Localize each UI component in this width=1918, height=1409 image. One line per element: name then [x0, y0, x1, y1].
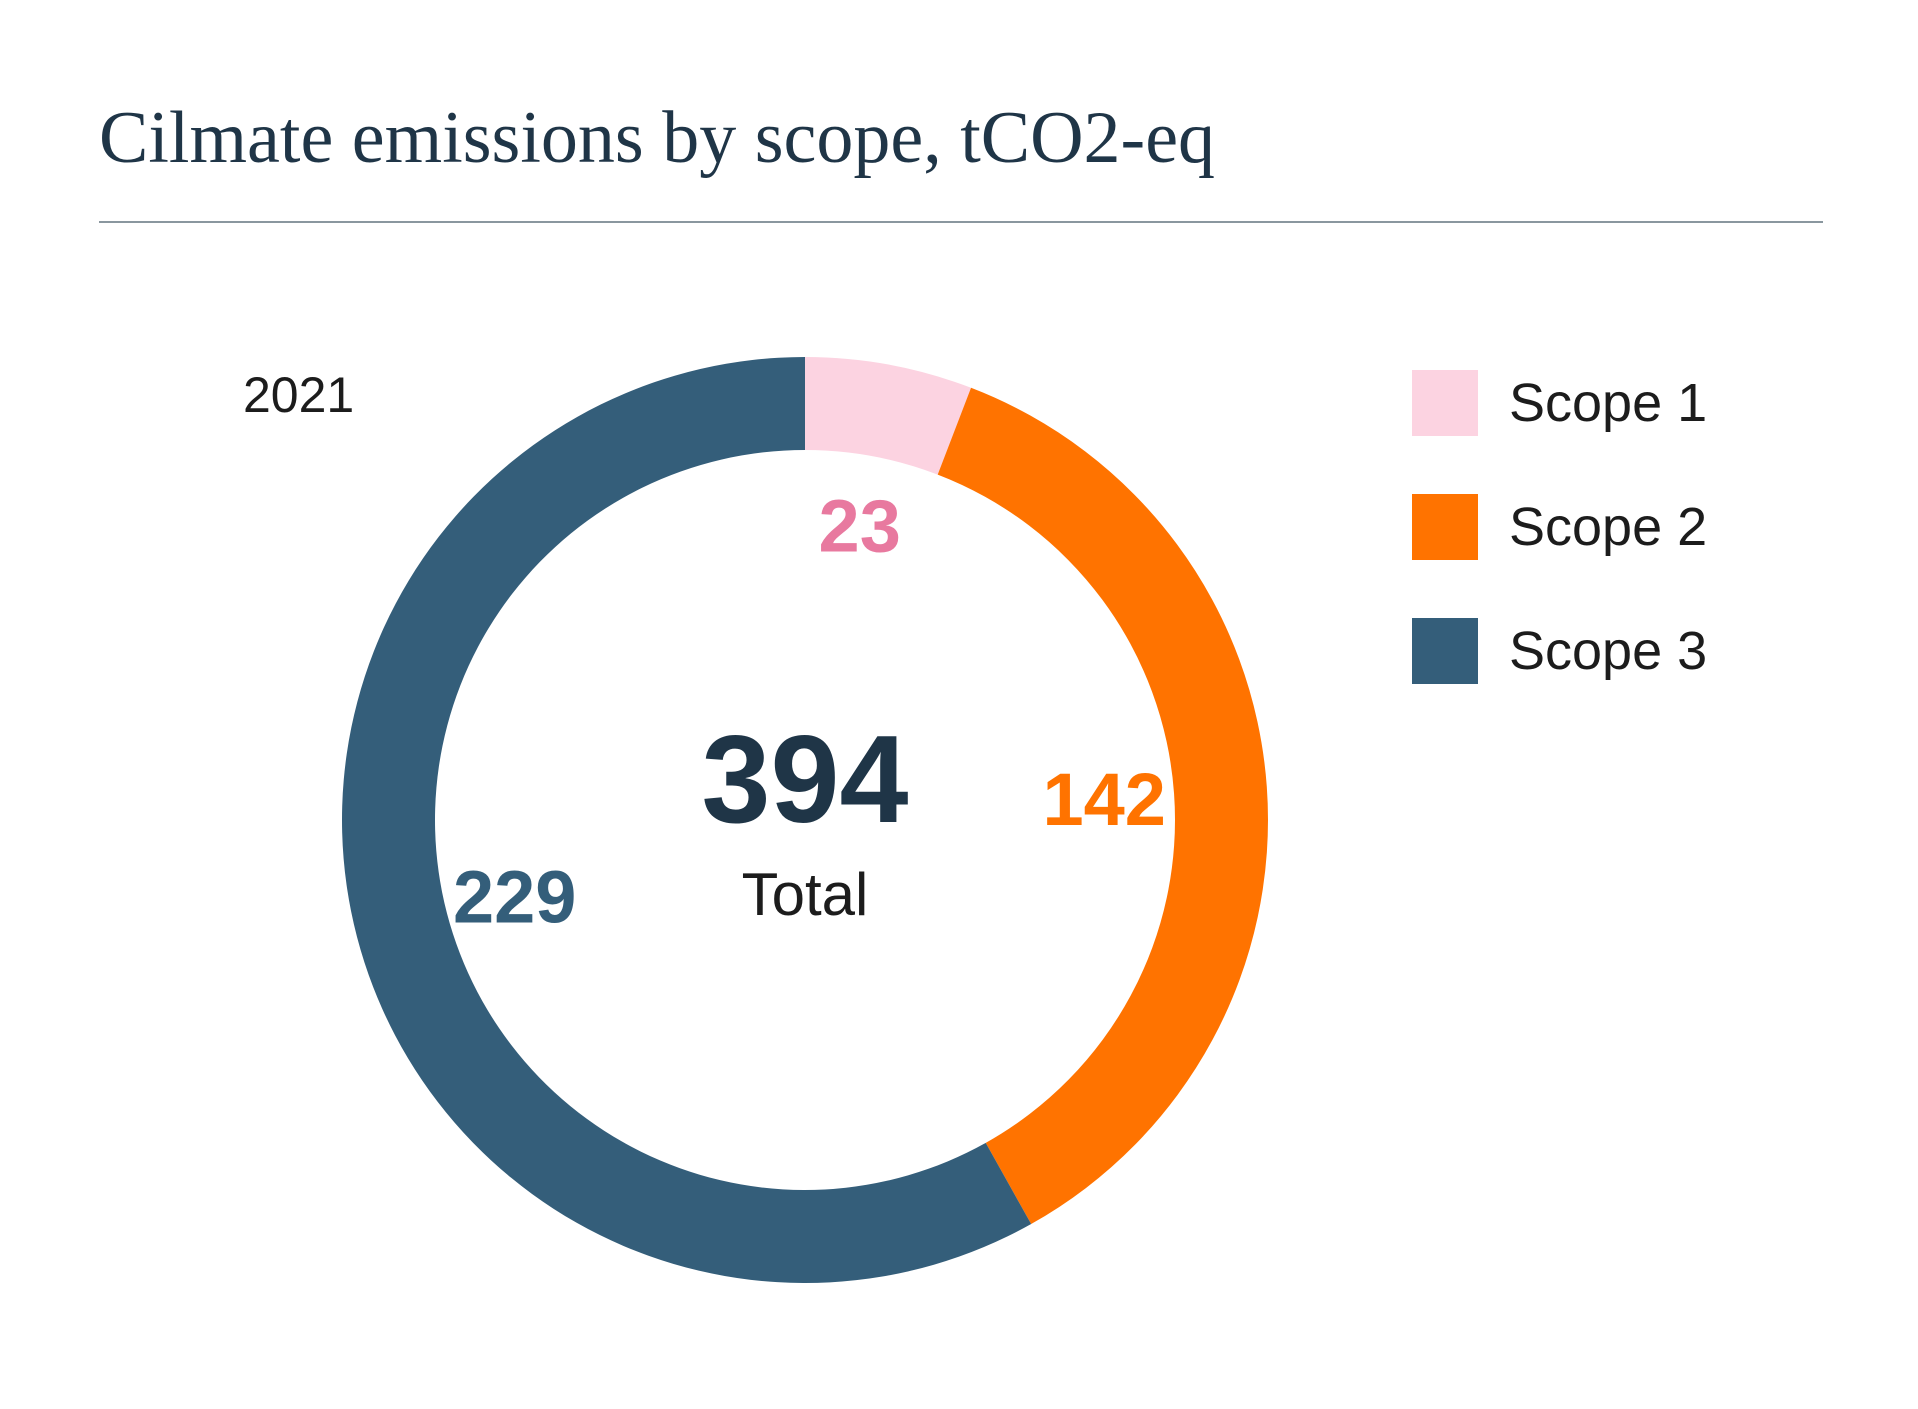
legend-swatch-scope-1 — [1412, 370, 1478, 436]
legend-swatch-scope-3 — [1412, 618, 1478, 684]
legend-swatch-scope-2 — [1412, 494, 1478, 560]
chart-title: Cilmate emissions by scope, tCO2-eq — [99, 97, 1216, 179]
legend-item-scope-2: Scope 2 — [1412, 494, 1792, 560]
total-value: 394 — [702, 711, 909, 849]
legend-item-scope-3: Scope 3 — [1412, 618, 1792, 684]
slice-scope-2 — [937, 387, 1268, 1225]
data-label-scope-1: 23 — [819, 485, 901, 568]
legend-item-scope-1: Scope 1 — [1412, 370, 1792, 436]
legend-label-scope-3: Scope 3 — [1509, 621, 1708, 681]
slice-scope-3 — [342, 357, 1032, 1283]
year-label: 2021 — [243, 367, 355, 423]
slice-scope-1 — [805, 357, 972, 475]
title-divider — [99, 221, 1823, 223]
legend-label-scope-2: Scope 2 — [1509, 497, 1708, 557]
slice-data-labels: 23 142 229 — [453, 485, 1166, 939]
total-label: Total — [742, 861, 869, 928]
donut-slices — [342, 357, 1268, 1283]
data-label-scope-3: 229 — [453, 855, 576, 938]
legend-label-scope-1: Scope 1 — [1509, 373, 1708, 433]
data-label-scope-2: 142 — [1042, 758, 1165, 841]
